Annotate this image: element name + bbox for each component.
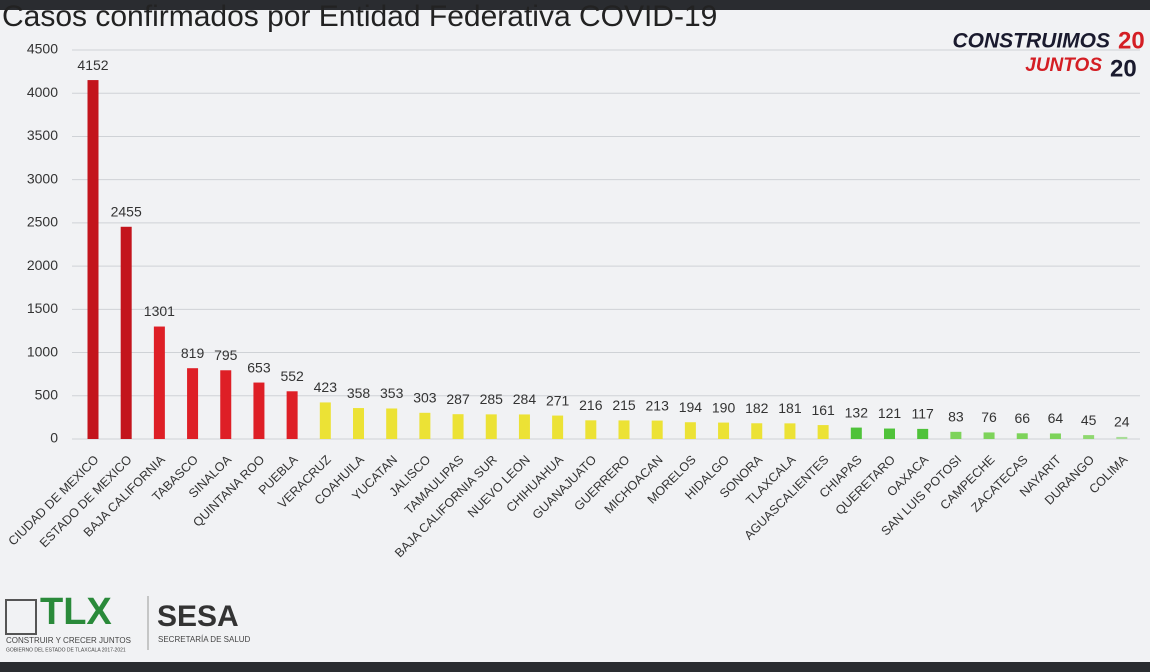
value-label: 271	[546, 392, 570, 408]
value-label: 795	[214, 347, 238, 363]
campaign-year: 20	[1110, 55, 1137, 82]
value-label: 287	[446, 391, 470, 407]
value-label: 194	[679, 399, 703, 415]
value-label: 216	[579, 397, 603, 413]
bar	[1116, 436, 1128, 439]
bar	[253, 382, 265, 439]
value-label: 121	[878, 405, 902, 421]
bar	[884, 428, 895, 439]
value-label: 64	[1048, 410, 1064, 426]
y-tick-label: 1000	[27, 343, 58, 359]
agency-sub: SECRETARÍA DE SALUD	[158, 635, 251, 644]
campaign-text: CONSTRUIMOS	[953, 30, 1111, 53]
bar	[386, 408, 398, 439]
value-label: 181	[778, 400, 802, 416]
value-label: 66	[1014, 410, 1030, 426]
value-label: 76	[981, 409, 997, 425]
y-tick-label: 1500	[27, 300, 58, 316]
value-label: 83	[948, 409, 964, 425]
value-label: 1301	[144, 303, 175, 319]
y-tick-label: 4500	[27, 41, 58, 57]
bar	[751, 423, 763, 439]
value-label: 303	[413, 390, 437, 406]
bar	[585, 420, 597, 439]
bar	[950, 431, 962, 439]
bar	[485, 414, 497, 439]
bar	[452, 414, 464, 439]
value-label: 117	[912, 406, 935, 422]
value-label: 353	[380, 385, 404, 401]
bar	[684, 422, 696, 439]
bar	[718, 422, 730, 439]
logo-emblem	[5, 599, 37, 635]
y-tick-label: 2000	[27, 257, 58, 273]
value-label: 132	[845, 404, 869, 420]
screen	[0, 10, 1150, 662]
value-label: 653	[247, 359, 271, 375]
value-label: 45	[1081, 412, 1097, 428]
campaign-text: JUNTOS	[1025, 55, 1102, 76]
y-tick-label: 3500	[27, 127, 58, 143]
bar	[651, 420, 663, 439]
y-tick-label: 0	[50, 430, 58, 446]
bar	[1083, 435, 1095, 439]
y-tick-label: 2500	[27, 214, 58, 230]
bar	[353, 408, 364, 439]
value-label: 215	[612, 397, 636, 413]
value-label: 4152	[77, 57, 108, 73]
bar	[917, 428, 929, 439]
logo: TLX	[40, 591, 112, 633]
bar	[518, 414, 530, 439]
bar	[817, 425, 829, 439]
bar	[983, 432, 995, 439]
y-tick-label: 3000	[27, 170, 58, 186]
bar	[187, 368, 199, 439]
bar	[120, 226, 132, 439]
logo-motto: CONSTRUIR Y CRECER JUNTOS	[6, 636, 131, 645]
value-label: 182	[745, 400, 769, 416]
bar	[784, 423, 796, 439]
value-label: 213	[646, 397, 670, 413]
bar	[1016, 433, 1028, 439]
chart-title: Casos confirmados por Entidad Federativa…	[2, 0, 717, 33]
bar	[87, 80, 99, 439]
value-label: 24	[1114, 414, 1130, 430]
value-label: 284	[513, 391, 537, 407]
value-label: 423	[314, 379, 338, 395]
y-tick-label: 4000	[27, 84, 58, 100]
value-label: 819	[181, 345, 205, 361]
agency: SESA	[157, 600, 239, 633]
bar	[419, 412, 431, 439]
bar	[1049, 433, 1061, 439]
y-tick-label: 500	[35, 386, 59, 402]
bar	[618, 420, 630, 439]
bar	[286, 391, 298, 439]
value-label: 161	[811, 402, 835, 418]
bar	[220, 370, 232, 439]
bar	[552, 415, 564, 439]
value-label: 358	[347, 385, 371, 401]
logo-sub: GOBIERNO DEL ESTADO DE TLAXCALA 2017-202…	[6, 647, 126, 653]
bar	[319, 402, 331, 439]
bar	[850, 427, 862, 439]
value-label: 552	[280, 368, 304, 384]
bar	[153, 326, 165, 439]
value-label: 2455	[111, 203, 142, 219]
value-label: 285	[480, 391, 504, 407]
value-label: 190	[712, 399, 736, 415]
